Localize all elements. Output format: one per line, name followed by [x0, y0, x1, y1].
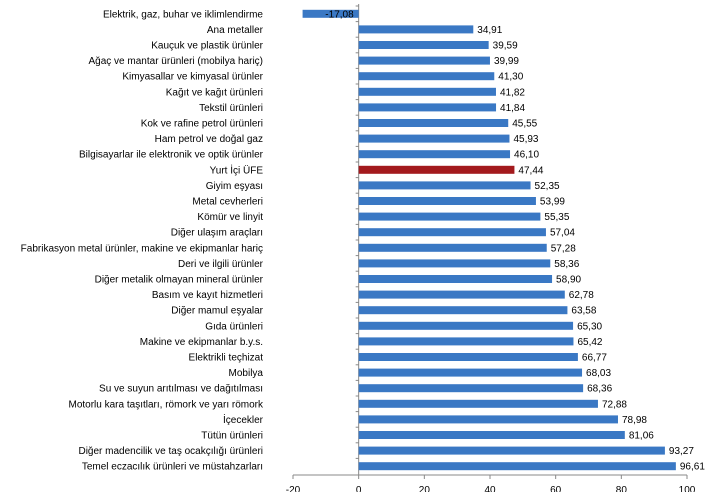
value-label: 62,78: [569, 290, 594, 301]
value-label: 66,77: [582, 353, 607, 364]
category-label: İçecekler: [223, 413, 264, 426]
bar: [358, 212, 541, 221]
category-label: Kauçuk ve plastik ürünler: [151, 41, 263, 52]
value-label: 41,84: [500, 103, 525, 114]
bar: [358, 399, 598, 408]
bar: [358, 25, 474, 34]
category-label: Yurt İçi ÜFE: [210, 163, 264, 176]
bar: [358, 446, 665, 455]
bar: [358, 415, 618, 424]
category-label: Fabrikasyon metal ürünler, makine ve eki…: [21, 243, 263, 254]
category-label: Deri ve ilgili ürünler: [178, 259, 264, 270]
category-label: Diğer ulaşım araçları: [171, 228, 263, 239]
value-label: 34,91: [477, 25, 502, 36]
category-label: Su ve suyun arıtılması ve dağıtılması: [99, 384, 263, 395]
value-label: 65,30: [577, 321, 602, 332]
bar: [358, 56, 490, 65]
value-label: -17,08: [325, 9, 354, 20]
value-label: 45,55: [512, 119, 537, 130]
bar: [358, 197, 536, 205]
value-label: 96,61: [680, 462, 705, 473]
bar: [358, 275, 553, 283]
value-label: 53,99: [540, 197, 565, 208]
x-tick-label: 0: [356, 485, 362, 492]
bar: [358, 462, 676, 471]
bar: [358, 181, 531, 190]
value-label: 39,99: [494, 56, 519, 67]
value-label: 65,42: [577, 337, 602, 348]
category-label: Kağıt ve kağıt ürünleri: [166, 87, 263, 98]
bar: [358, 103, 497, 112]
category-label: Diğer madencilik ve taş ocakçılığı ürünl…: [78, 446, 263, 457]
bar: [358, 384, 584, 393]
bar: [358, 243, 547, 252]
bar: [358, 337, 574, 346]
category-label: Diğer mamul eşyalar: [171, 306, 263, 317]
value-label: 52,35: [535, 181, 560, 192]
category-label: Temel eczacılık ürünleri ve müstahzarlar…: [82, 462, 263, 473]
category-label: Gıda ürünleri: [205, 321, 263, 332]
category-label: Makine ve ekipmanlar b.y.s.: [140, 337, 263, 348]
value-label: 46,10: [514, 150, 539, 161]
value-label: 78,98: [622, 415, 647, 426]
bar: [358, 290, 565, 299]
value-label: 45,93: [513, 134, 538, 145]
category-label: Kömür ve linyit: [197, 212, 263, 223]
value-label: 93,27: [669, 446, 694, 457]
bar: [358, 321, 574, 330]
x-tick-label: 80: [616, 485, 628, 492]
x-tick-label: 40: [484, 485, 496, 492]
category-label: Basım ve kayıt hizmetleri: [152, 290, 263, 301]
value-label: 68,36: [587, 384, 612, 395]
value-label: 68,03: [586, 368, 611, 379]
category-label: Kok ve rafine petrol ürünleri: [141, 119, 263, 130]
value-label: 41,82: [500, 87, 525, 98]
bar: [358, 72, 495, 81]
bar: [358, 259, 551, 268]
value-label: 41,30: [498, 72, 523, 83]
bar: [358, 119, 509, 127]
value-label: 58,90: [556, 275, 581, 286]
value-label: 55,35: [544, 212, 569, 223]
value-label: 58,36: [554, 259, 579, 270]
x-tick-label: 20: [419, 485, 431, 492]
bar: [358, 87, 496, 96]
bar: [358, 134, 510, 143]
value-label: 57,04: [550, 228, 575, 239]
category-label: Tütün ürünleri: [201, 431, 263, 442]
category-label: Mobilya: [229, 368, 264, 379]
category-label: Ham petrol ve doğal gaz: [155, 134, 263, 145]
category-label: Elektrik, gaz, buhar ve iklimlendirme: [103, 9, 263, 20]
category-label: Giyim eşyası: [206, 181, 263, 192]
value-label: 57,28: [551, 243, 576, 254]
value-label: 47,44: [518, 165, 543, 176]
value-label: 81,06: [629, 431, 654, 442]
highlight-bar: [358, 165, 515, 174]
category-label: Diğer metalik olmayan mineral ürünler: [95, 275, 264, 286]
category-label: Motorlu kara taşıtları, römork ve yarı r…: [69, 399, 264, 410]
value-label: 63,58: [571, 306, 596, 317]
bar: [302, 9, 359, 18]
bar: [358, 41, 489, 49]
bar: [358, 228, 546, 237]
value-label: 39,59: [493, 41, 518, 52]
x-tick-label: 100: [679, 485, 696, 492]
category-label: Ana metaller: [207, 25, 264, 36]
value-label: 72,88: [602, 399, 627, 410]
category-label: Kimyasallar ve kimyasal ürünler: [122, 72, 263, 83]
category-label: Tekstil ürünleri: [199, 103, 263, 114]
x-tick-label: 60: [550, 485, 562, 492]
bar: [358, 353, 578, 361]
category-label: Elektrikli teçhizat: [189, 353, 264, 364]
category-label: Ağaç ve mantar ürünleri (mobilya hariç): [88, 56, 263, 67]
bar: [358, 431, 625, 439]
category-label: Metal cevherleri: [192, 197, 263, 208]
bar: [358, 150, 511, 159]
category-label: Bilgisayarlar ile elektronik ve optik ür…: [79, 150, 264, 161]
bar: [358, 368, 583, 377]
x-tick-label: -20: [286, 485, 301, 492]
bar: [358, 306, 568, 315]
